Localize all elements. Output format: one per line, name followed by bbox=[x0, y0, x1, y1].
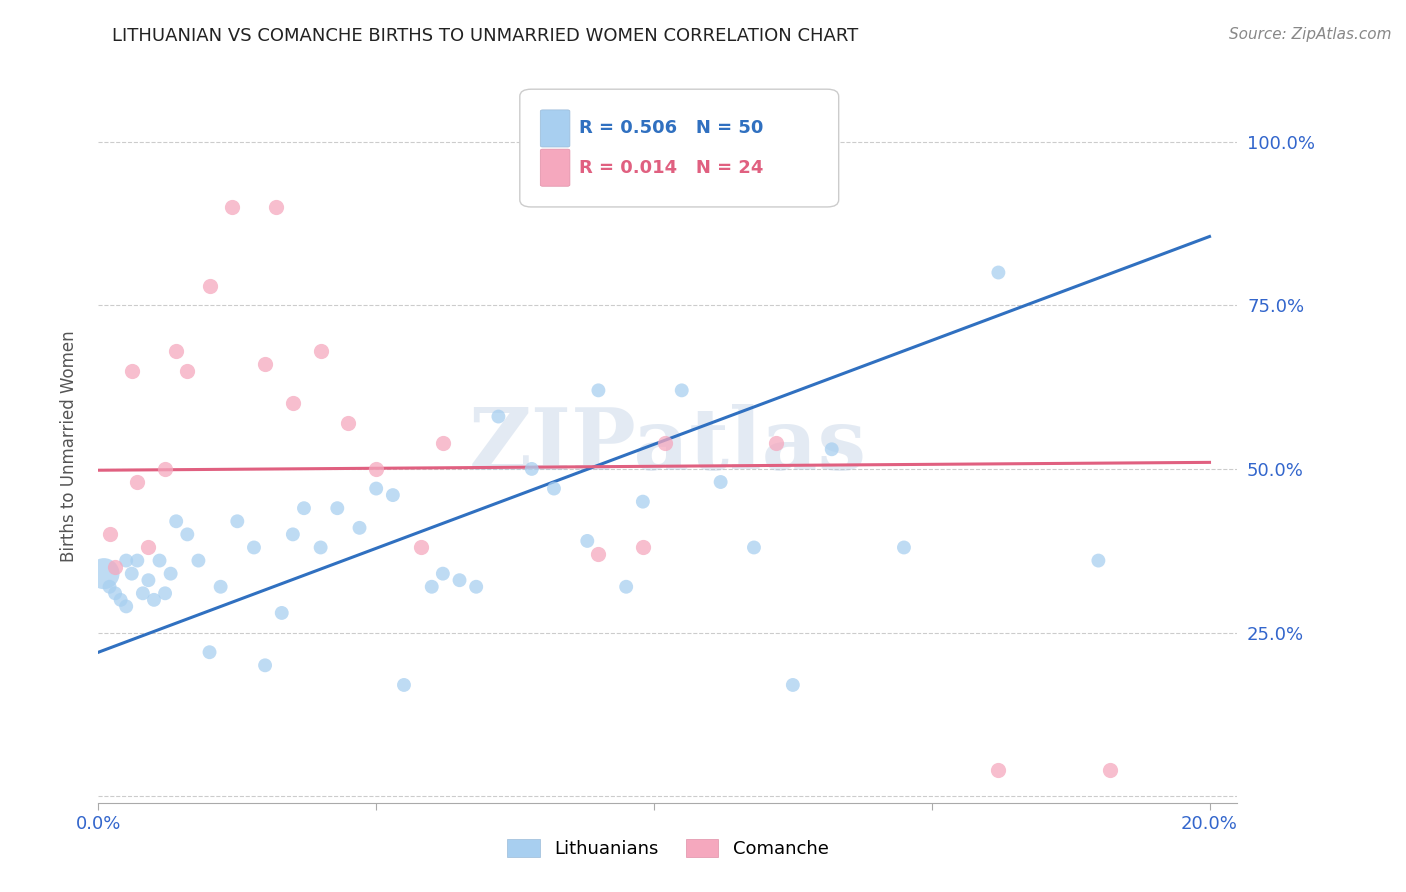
FancyBboxPatch shape bbox=[520, 89, 839, 207]
Point bbox=[326, 501, 349, 516]
Point bbox=[143, 592, 166, 607]
Point bbox=[138, 541, 160, 555]
Point bbox=[243, 541, 266, 555]
Point bbox=[254, 658, 277, 673]
Point bbox=[392, 678, 415, 692]
Point bbox=[409, 541, 432, 555]
Point bbox=[110, 592, 132, 607]
Point bbox=[782, 678, 804, 692]
Text: ZIPatlas: ZIPatlas bbox=[468, 404, 868, 488]
Point bbox=[366, 482, 388, 496]
Point bbox=[153, 586, 176, 600]
Point bbox=[104, 586, 127, 600]
Point bbox=[264, 200, 287, 214]
Point bbox=[165, 514, 187, 528]
Point bbox=[121, 566, 143, 581]
Point bbox=[198, 645, 221, 659]
Point bbox=[465, 580, 488, 594]
Point bbox=[198, 278, 221, 293]
Point bbox=[309, 344, 332, 359]
Point bbox=[520, 462, 543, 476]
Point bbox=[631, 494, 654, 508]
Point bbox=[98, 527, 121, 541]
Point bbox=[614, 580, 637, 594]
Point bbox=[270, 606, 292, 620]
Point bbox=[115, 599, 138, 614]
Point bbox=[281, 527, 304, 541]
Text: R = 0.506   N = 50: R = 0.506 N = 50 bbox=[579, 120, 763, 137]
FancyBboxPatch shape bbox=[540, 149, 569, 186]
Point bbox=[449, 573, 471, 587]
Text: LITHUANIAN VS COMANCHE BIRTHS TO UNMARRIED WOMEN CORRELATION CHART: LITHUANIAN VS COMANCHE BIRTHS TO UNMARRI… bbox=[112, 27, 859, 45]
Point bbox=[115, 553, 138, 567]
Point bbox=[209, 580, 232, 594]
Point bbox=[821, 442, 844, 457]
Point bbox=[576, 533, 599, 548]
FancyBboxPatch shape bbox=[540, 110, 569, 147]
Point bbox=[254, 357, 277, 371]
Point bbox=[381, 488, 404, 502]
Point bbox=[710, 475, 733, 489]
Point bbox=[309, 541, 332, 555]
Point bbox=[292, 501, 315, 516]
Point bbox=[742, 541, 765, 555]
Point bbox=[420, 580, 443, 594]
Point bbox=[127, 475, 149, 489]
Point bbox=[165, 344, 187, 359]
Y-axis label: Births to Unmarried Women: Births to Unmarried Women bbox=[59, 330, 77, 562]
Point bbox=[176, 527, 198, 541]
Point bbox=[121, 364, 143, 378]
Point bbox=[432, 566, 454, 581]
Point bbox=[176, 364, 198, 378]
Point bbox=[337, 416, 360, 430]
Point bbox=[987, 763, 1010, 777]
Text: R = 0.014   N = 24: R = 0.014 N = 24 bbox=[579, 159, 763, 177]
Text: Source: ZipAtlas.com: Source: ZipAtlas.com bbox=[1229, 27, 1392, 42]
Point bbox=[93, 566, 115, 581]
Legend: Lithuanians, Comanche: Lithuanians, Comanche bbox=[501, 831, 835, 865]
Point bbox=[226, 514, 249, 528]
Point bbox=[349, 521, 371, 535]
Point bbox=[486, 409, 509, 424]
Point bbox=[654, 435, 676, 450]
Point bbox=[671, 384, 693, 398]
Point bbox=[187, 553, 209, 567]
Point bbox=[98, 580, 121, 594]
Point bbox=[588, 384, 610, 398]
Point bbox=[159, 566, 181, 581]
Point bbox=[132, 586, 155, 600]
Point bbox=[432, 435, 454, 450]
Point bbox=[153, 462, 176, 476]
Point bbox=[543, 482, 565, 496]
Point bbox=[366, 462, 388, 476]
Point bbox=[104, 560, 127, 574]
Point bbox=[987, 266, 1010, 280]
Point bbox=[631, 541, 654, 555]
Point bbox=[588, 547, 610, 561]
Point bbox=[281, 396, 304, 410]
Point bbox=[1098, 763, 1121, 777]
Point bbox=[1087, 553, 1109, 567]
Point bbox=[765, 435, 787, 450]
Point bbox=[221, 200, 243, 214]
Point bbox=[138, 573, 160, 587]
Point bbox=[127, 553, 149, 567]
Point bbox=[893, 541, 915, 555]
Point bbox=[148, 553, 170, 567]
